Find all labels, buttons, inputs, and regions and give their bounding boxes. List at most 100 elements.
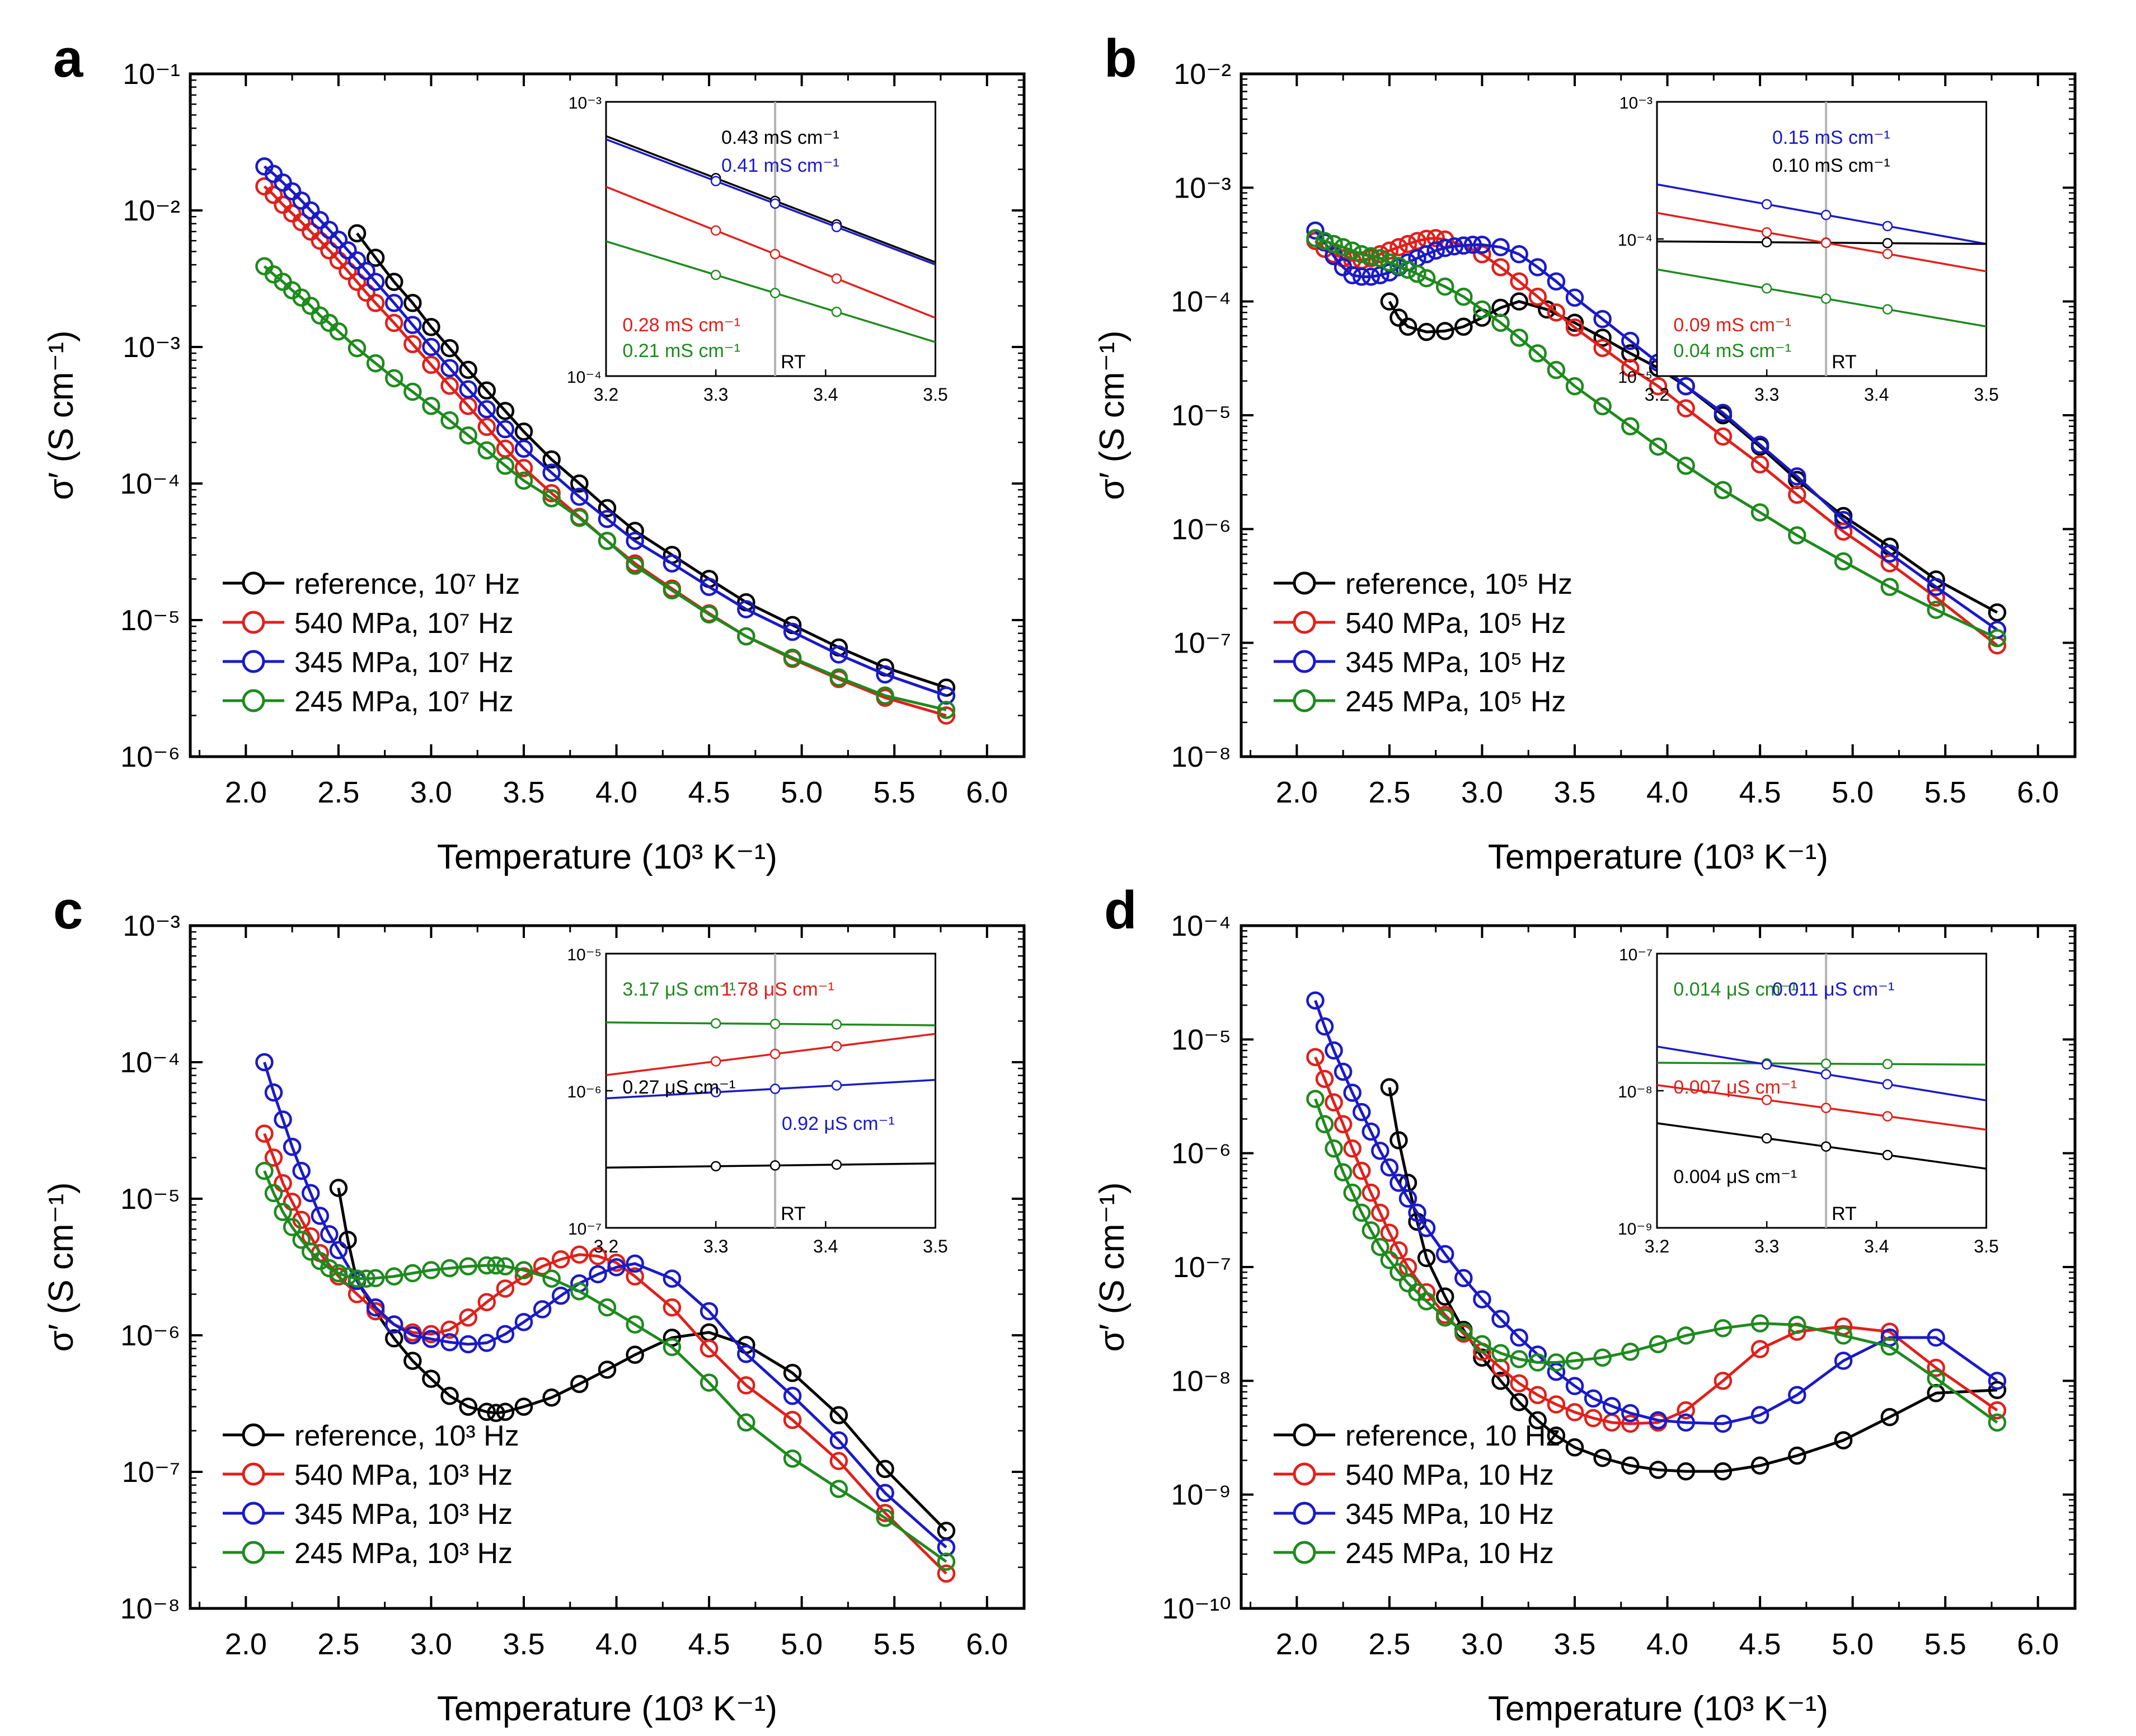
data-point [301, 1184, 320, 1203]
legend-marker [242, 1462, 265, 1486]
series-245 [255, 257, 956, 719]
data-point [1988, 629, 2007, 648]
inset-point [710, 1018, 721, 1029]
legend-label: 540 MPa, 10 Hz [1345, 1459, 1554, 1491]
inset-x-tick-label: 3.2 [594, 1236, 618, 1256]
data-point [663, 554, 682, 573]
data-point [255, 1161, 274, 1180]
data-point [1547, 360, 1566, 379]
inset-x-tick-label: 3.3 [703, 1236, 728, 1256]
data-point [292, 213, 311, 232]
inset-point [710, 1056, 721, 1067]
data-point [1621, 359, 1640, 377]
data-point [384, 1329, 403, 1348]
inset-x-tick-label: 3.3 [703, 384, 728, 405]
y-tick-label: 10⁻² [1173, 58, 1231, 91]
data-point [1750, 435, 1769, 454]
inset-point [831, 1041, 842, 1052]
data-point [1834, 510, 1853, 529]
x-tick-label: 5.0 [781, 776, 823, 809]
y-tick-label: 10⁻⁷ [122, 1456, 180, 1489]
data-point [384, 294, 403, 312]
data-point [1593, 329, 1612, 347]
data-point [1565, 1377, 1584, 1395]
data-point [477, 400, 496, 419]
data-point [514, 1267, 533, 1285]
inset-annotation-reference: 0.004 μS cm⁻¹ [1673, 1166, 1797, 1188]
x-tick-label: 2.5 [317, 1627, 359, 1661]
legend-label: reference, 10⁷ Hz [294, 568, 520, 600]
data-point [357, 283, 375, 302]
inset-point [1820, 1102, 1832, 1114]
inset-point [769, 1019, 781, 1029]
data-point [264, 1184, 283, 1203]
data-point [1343, 1139, 1362, 1158]
inset-annotation-245: 0.04 mS cm⁻¹ [1673, 340, 1791, 362]
data-point [320, 1225, 339, 1244]
inset-point [710, 1087, 721, 1097]
y-tick-label: 10⁻⁶ [120, 1320, 180, 1352]
y-tick-label: 10⁻⁴ [1171, 910, 1231, 942]
inset: RT3.2 3.3 3.4 3.510⁻⁹10⁻⁸10⁻⁷0.014 μS cm⁻¹0… [1618, 946, 1999, 1256]
data-point [829, 1431, 848, 1450]
data-point [1445, 237, 1464, 256]
data-point [1750, 1340, 1769, 1358]
data-point [1880, 578, 1899, 597]
data-point [1315, 1017, 1334, 1036]
data-point [1677, 1462, 1695, 1481]
data-point [1325, 1041, 1343, 1060]
data-point [1565, 1438, 1584, 1457]
legend: reference, 10⁷ Hz 540 MPa, 10⁷ Hz 345 MPa,… [223, 568, 520, 718]
legend-label: 345 MPa, 10³ Hz [294, 1498, 513, 1531]
x-tick-label: 4.5 [688, 776, 730, 809]
inset-point [831, 1080, 842, 1091]
inset-annotation-reference: 0.27 μS cm⁻¹ [622, 1077, 735, 1098]
data-point [1398, 317, 1417, 336]
data-point [700, 578, 719, 596]
legend-label: 245 MPa, 10 Hz [1345, 1537, 1554, 1570]
data-point [1988, 1381, 2007, 1400]
x-tick-label: 3.5 [503, 1627, 544, 1661]
y-tick-label: 10⁻⁴ [120, 1047, 180, 1079]
data-point [1677, 377, 1695, 396]
panel-label: d [1104, 880, 1137, 940]
data-point [1788, 526, 1806, 545]
data-point [1362, 1122, 1381, 1141]
inset-x-tick-label: 3.3 [1754, 384, 1779, 405]
data-point [1491, 258, 1510, 276]
data-point [1649, 1335, 1668, 1354]
data-point [422, 1330, 440, 1348]
legend-marker [242, 650, 265, 673]
data-point [320, 241, 339, 260]
legend-marker [1293, 1423, 1316, 1447]
inset-point [1882, 248, 1893, 259]
data-point [542, 450, 561, 469]
data-point [1788, 1386, 1806, 1404]
legend-label: 245 MPa, 10⁷ Hz [294, 686, 514, 718]
data-point [626, 522, 644, 540]
data-point [783, 1387, 802, 1405]
x-tick-label: 6.0 [2017, 776, 2059, 809]
data-point [496, 1325, 515, 1344]
data-point [1491, 1372, 1510, 1390]
plot-frame [189, 924, 1026, 1610]
data-point [1408, 1203, 1426, 1222]
x-tick-label: 2.0 [225, 776, 267, 809]
data-point [1834, 552, 1853, 571]
data-point [737, 600, 755, 618]
data-point [1380, 1251, 1399, 1269]
legend-marker [1293, 650, 1316, 673]
legend-marker [242, 571, 265, 595]
data-point [1473, 1335, 1491, 1354]
data-point [551, 1250, 570, 1269]
legend-label: 345 MPa, 10⁵ Hz [1345, 646, 1566, 679]
legend-label: 540 MPa, 10⁵ Hz [1345, 607, 1566, 640]
x-tick-label: 2.0 [1276, 776, 1318, 809]
data-point [514, 471, 533, 490]
inset-point [1882, 220, 1893, 232]
data-point [589, 1247, 607, 1265]
inset-point [769, 1048, 781, 1059]
data-point [1352, 245, 1371, 264]
data-point [384, 369, 403, 388]
data-point [1306, 229, 1325, 247]
